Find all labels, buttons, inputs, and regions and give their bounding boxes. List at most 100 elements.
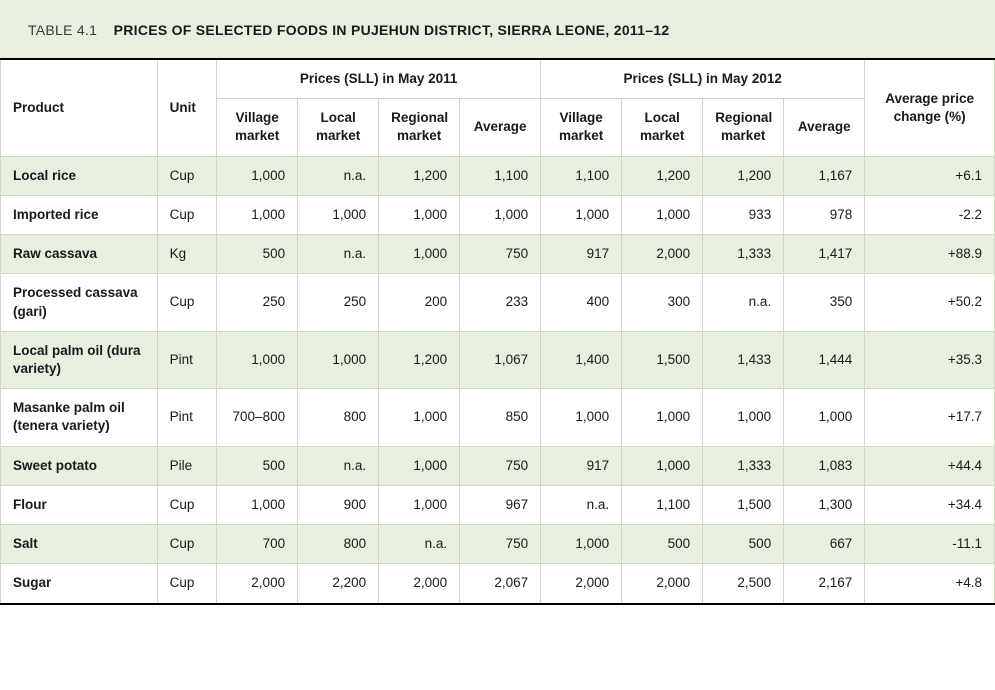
cell-2011-regional: 200 xyxy=(379,274,460,331)
col-subheader-average-2012: Average xyxy=(784,99,865,156)
cell-product: Local palm oil (dura variety) xyxy=(1,331,158,388)
cell-unit: Cup xyxy=(157,525,216,564)
table-header: Product Unit Prices (SLL) in May 2011 Pr… xyxy=(1,59,995,156)
cell-2011-regional: 1,000 xyxy=(379,235,460,274)
cell-2012-village: 1,000 xyxy=(541,389,622,446)
cell-product: Imported rice xyxy=(1,195,158,234)
cell-unit: Pint xyxy=(157,389,216,446)
cell-change: +88.9 xyxy=(865,235,995,274)
table-row: FlourCup1,0009001,000967n.a.1,1001,5001,… xyxy=(1,485,995,524)
cell-2012-regional: 1,333 xyxy=(703,446,784,485)
cell-2012-average: 1,417 xyxy=(784,235,865,274)
cell-2011-local: n.a. xyxy=(298,446,379,485)
table-caption-band: TABLE 4.1 PRICES OF SELECTED FOODS IN PU… xyxy=(0,0,995,58)
cell-2011-regional: 1,000 xyxy=(379,446,460,485)
cell-product: Raw cassava xyxy=(1,235,158,274)
table-row: Sweet potatoPile500n.a.1,0007509171,0001… xyxy=(1,446,995,485)
cell-2012-average: 2,167 xyxy=(784,564,865,604)
cell-2011-average: 967 xyxy=(460,485,541,524)
cell-2011-local: 250 xyxy=(298,274,379,331)
cell-change: -2.2 xyxy=(865,195,995,234)
cell-2012-average: 1,167 xyxy=(784,156,865,195)
cell-change: +34.4 xyxy=(865,485,995,524)
cell-2012-village: 917 xyxy=(541,235,622,274)
cell-2011-village: 2,000 xyxy=(217,564,298,604)
cell-2012-average: 978 xyxy=(784,195,865,234)
cell-2012-average: 1,444 xyxy=(784,331,865,388)
cell-2011-regional: 2,000 xyxy=(379,564,460,604)
cell-2012-local: 2,000 xyxy=(622,235,703,274)
cell-2011-regional: 1,200 xyxy=(379,156,460,195)
cell-2012-average: 667 xyxy=(784,525,865,564)
col-subheader-village-2012: Village market xyxy=(541,99,622,156)
cell-2012-village: 1,100 xyxy=(541,156,622,195)
cell-2011-average: 1,000 xyxy=(460,195,541,234)
cell-product: Processed cassava (gari) xyxy=(1,274,158,331)
cell-2011-regional: 1,200 xyxy=(379,331,460,388)
cell-2011-village: 500 xyxy=(217,235,298,274)
page: TABLE 4.1 PRICES OF SELECTED FOODS IN PU… xyxy=(0,0,995,605)
cell-unit: Pile xyxy=(157,446,216,485)
col-subheader-local-2012: Local market xyxy=(622,99,703,156)
cell-2012-village: 1,000 xyxy=(541,195,622,234)
cell-2011-local: 1,000 xyxy=(298,195,379,234)
table-row: Imported riceCup1,0001,0001,0001,0001,00… xyxy=(1,195,995,234)
cell-2011-average: 750 xyxy=(460,525,541,564)
cell-2012-regional: 2,500 xyxy=(703,564,784,604)
cell-2011-village: 250 xyxy=(217,274,298,331)
cell-2012-village: 400 xyxy=(541,274,622,331)
cell-2011-average: 750 xyxy=(460,446,541,485)
cell-2011-average: 2,067 xyxy=(460,564,541,604)
col-header-prices-2012: Prices (SLL) in May 2012 xyxy=(541,59,865,99)
cell-2012-local: 500 xyxy=(622,525,703,564)
cell-2012-regional: 1,000 xyxy=(703,389,784,446)
cell-2012-local: 1,000 xyxy=(622,446,703,485)
cell-2012-average: 1,300 xyxy=(784,485,865,524)
cell-2012-regional: 500 xyxy=(703,525,784,564)
cell-2011-average: 850 xyxy=(460,389,541,446)
table-row: SugarCup2,0002,2002,0002,0672,0002,0002,… xyxy=(1,564,995,604)
table-label: TABLE 4.1 xyxy=(28,22,97,38)
cell-2011-average: 1,100 xyxy=(460,156,541,195)
cell-2011-village: 1,000 xyxy=(217,195,298,234)
cell-2011-local: 900 xyxy=(298,485,379,524)
cell-unit: Cup xyxy=(157,274,216,331)
cell-unit: Pint xyxy=(157,331,216,388)
table-title: PRICES OF SELECTED FOODS IN PUJEHUN DIST… xyxy=(114,22,670,38)
cell-2012-average: 350 xyxy=(784,274,865,331)
cell-2012-regional: 933 xyxy=(703,195,784,234)
cell-2012-local: 1,500 xyxy=(622,331,703,388)
cell-2011-average: 750 xyxy=(460,235,541,274)
cell-2012-village: n.a. xyxy=(541,485,622,524)
cell-2012-village: 1,000 xyxy=(541,525,622,564)
cell-product: Masanke palm oil (tenera variety) xyxy=(1,389,158,446)
cell-unit: Cup xyxy=(157,156,216,195)
cell-unit: Cup xyxy=(157,195,216,234)
cell-2011-village: 500 xyxy=(217,446,298,485)
cell-change: +6.1 xyxy=(865,156,995,195)
cell-2012-regional: 1,500 xyxy=(703,485,784,524)
cell-2011-regional: 1,000 xyxy=(379,389,460,446)
col-subheader-village-2011: Village market xyxy=(217,99,298,156)
cell-2011-village: 700–800 xyxy=(217,389,298,446)
cell-2011-local: 2,200 xyxy=(298,564,379,604)
cell-unit: Cup xyxy=(157,485,216,524)
food-prices-table: Product Unit Prices (SLL) in May 2011 Pr… xyxy=(0,58,995,605)
col-header-avg-change: Average price change (%) xyxy=(865,59,995,156)
table-row: Processed cassava (gari)Cup2502502002334… xyxy=(1,274,995,331)
cell-2012-local: 1,100 xyxy=(622,485,703,524)
table-row: Local palm oil (dura variety)Pint1,0001,… xyxy=(1,331,995,388)
cell-2011-local: 800 xyxy=(298,525,379,564)
cell-product: Sugar xyxy=(1,564,158,604)
cell-2012-average: 1,000 xyxy=(784,389,865,446)
cell-2012-local: 300 xyxy=(622,274,703,331)
cell-product: Salt xyxy=(1,525,158,564)
cell-2011-local: 800 xyxy=(298,389,379,446)
cell-2012-regional: n.a. xyxy=(703,274,784,331)
cell-2012-regional: 1,333 xyxy=(703,235,784,274)
col-subheader-regional-2012: Regional market xyxy=(703,99,784,156)
col-header-unit: Unit xyxy=(157,59,216,156)
cell-2011-regional: n.a. xyxy=(379,525,460,564)
cell-change: +17.7 xyxy=(865,389,995,446)
cell-2011-village: 700 xyxy=(217,525,298,564)
